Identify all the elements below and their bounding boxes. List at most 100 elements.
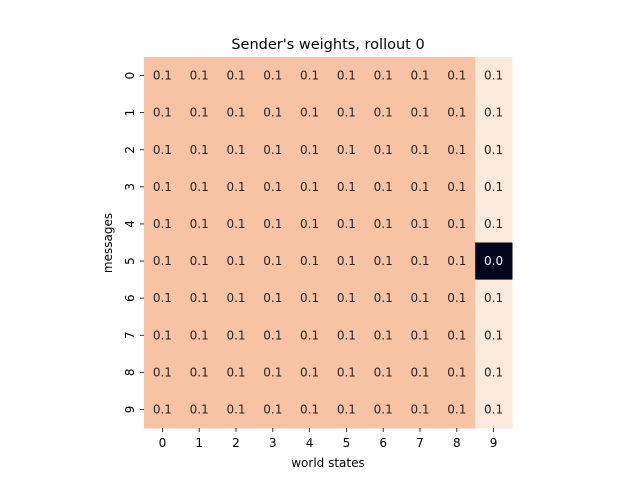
heatmap-cell-label-5-0: 0.1 (153, 254, 172, 268)
heatmap-cell-6-1 (180, 279, 219, 318)
x-tick-label-9: 9 (490, 436, 498, 450)
heatmap-cell-label-9-6: 0.1 (374, 402, 393, 416)
heatmap-cell-3-3 (254, 168, 292, 206)
heatmap-cell-label-7-8: 0.1 (447, 328, 466, 342)
heatmap-cell-2-8 (438, 131, 476, 169)
heatmap-cell-5-3 (254, 242, 292, 281)
heatmap-cell-6-6 (364, 279, 403, 318)
heatmap-cell-8-7 (401, 353, 439, 392)
y-axis-ticks: 0 1 2 3 4 5 6 7 8 9 (123, 72, 144, 414)
heatmap-cell-label-3-3: 0.1 (263, 180, 282, 194)
heatmap-cell-label-3-8: 0.1 (447, 180, 466, 194)
heatmap-cell-label-5-4: 0.1 (300, 254, 319, 268)
heatmap-cell-0-7 (401, 57, 439, 95)
heatmap-cell-label-3-1: 0.1 (190, 180, 209, 194)
y-tick-label-5: 5 (123, 257, 137, 265)
heatmap-cell-7-6 (364, 316, 403, 355)
heatmap-cell-5-2 (217, 242, 255, 281)
heatmap-cell-0-5 (328, 57, 366, 95)
y-tick-label-4: 4 (123, 220, 137, 228)
heatmap-cell-label-5-6: 0.1 (374, 254, 393, 268)
heatmap-cell-7-9 (475, 316, 513, 355)
heatmap-cell-3-6 (364, 168, 403, 206)
heatmap-cell-label-1-0: 0.1 (153, 106, 172, 120)
heatmap-cell-label-9-8: 0.1 (447, 402, 466, 416)
heatmap-cell-label-6-9: 0.1 (484, 291, 503, 305)
heatmap-cell-9-6 (364, 390, 403, 429)
heatmap-cell-0-0 (144, 57, 182, 95)
heatmap-cell-3-8 (438, 168, 476, 206)
heatmap-cell-2-5 (328, 131, 366, 169)
heatmap-cell-4-4 (291, 205, 329, 243)
heatmap-cell-6-8 (438, 279, 476, 318)
heatmap-cell-label-1-3: 0.1 (263, 106, 282, 120)
heatmap-cell-label-1-5: 0.1 (337, 106, 356, 120)
heatmap-cell-label-4-4: 0.1 (300, 217, 319, 231)
heatmap-cell-8-5 (328, 353, 366, 392)
heatmap-cell-label-1-9: 0.1 (484, 106, 503, 120)
heatmap-cell-2-9 (475, 131, 513, 169)
y-tick-label-9: 9 (123, 406, 137, 414)
y-axis-label: messages (101, 213, 115, 273)
heatmap-cell-1-4 (291, 94, 329, 132)
heatmap-cell-2-4 (291, 131, 329, 169)
y-tick-label-0: 0 (123, 72, 137, 80)
heatmap-cell-7-1 (180, 316, 219, 355)
x-tick-label-3: 3 (269, 436, 277, 450)
heatmap-cell-label-4-8: 0.1 (447, 217, 466, 231)
heatmap-cell-label-4-9: 0.1 (484, 217, 503, 231)
heatmap-cell-label-6-5: 0.1 (337, 291, 356, 305)
heatmap-cell-2-2 (217, 131, 255, 169)
heatmap-cell-label-6-2: 0.1 (226, 291, 245, 305)
heatmap-cell-6-4 (291, 279, 329, 318)
heatmap-cell-label-7-1: 0.1 (190, 328, 209, 342)
heatmap-cell-label-5-3: 0.1 (263, 254, 282, 268)
heatmap-cell-label-1-8: 0.1 (447, 106, 466, 120)
chart-title: Sender's weights, rollout 0 (231, 37, 424, 53)
heatmap-cell-2-0 (144, 131, 182, 169)
heatmap-cell-label-9-5: 0.1 (337, 402, 356, 416)
heatmap-cell-9-2 (217, 390, 255, 429)
heatmap-cell-2-1 (180, 131, 219, 169)
heatmap-cell-8-9 (475, 353, 513, 392)
heatmap-cell-8-4 (291, 353, 329, 392)
y-tick-label-3: 3 (123, 183, 137, 191)
heatmap-cell-5-1 (180, 242, 219, 281)
heatmap-cell-6-7 (401, 279, 439, 318)
heatmap-cell-4-2 (217, 205, 255, 243)
x-tick-label-0: 0 (159, 436, 167, 450)
heatmap-cell-9-8 (438, 390, 476, 429)
heatmap-cell-label-7-6: 0.1 (374, 328, 393, 342)
heatmap-cell-5-6 (364, 242, 403, 281)
heatmap-cell-8-2 (217, 353, 255, 392)
heatmap-cell-label-4-6: 0.1 (374, 217, 393, 231)
heatmap-cell-label-2-1: 0.1 (190, 143, 209, 157)
heatmap-cell-label-8-2: 0.1 (226, 365, 245, 379)
heatmap-cell-4-7 (401, 205, 439, 243)
heatmap-cell-label-6-6: 0.1 (374, 291, 393, 305)
y-tick-label-6: 6 (123, 294, 137, 302)
heatmap-cell-2-6 (364, 131, 403, 169)
heatmap-cell-label-8-7: 0.1 (410, 365, 429, 379)
heatmap-cell-label-8-0: 0.1 (153, 365, 172, 379)
heatmap-cell-1-3 (254, 94, 292, 132)
heatmap-cell-label-4-0: 0.1 (153, 217, 172, 231)
heatmap-cell-6-0 (144, 279, 182, 318)
heatmap-cell-8-3 (254, 353, 292, 392)
heatmap-cell-label-8-6: 0.1 (374, 365, 393, 379)
heatmap-cell-label-4-3: 0.1 (263, 217, 282, 231)
heatmap-cell-5-8 (438, 242, 476, 281)
y-tick-label-1: 1 (123, 109, 137, 117)
heatmap-cell-label-6-4: 0.1 (300, 291, 319, 305)
y-tick-label-2: 2 (123, 146, 137, 154)
heatmap-cell-label-7-9: 0.1 (484, 328, 503, 342)
heatmap-cell-label-3-7: 0.1 (410, 180, 429, 194)
heatmap-cell-label-2-4: 0.1 (300, 143, 319, 157)
heatmap-cell-7-8 (438, 316, 476, 355)
heatmap-cell-label-2-5: 0.1 (337, 143, 356, 157)
heatmap-cell-label-8-9: 0.1 (484, 365, 503, 379)
heatmap-cell-label-2-7: 0.1 (410, 143, 429, 157)
heatmap-cell-2-3 (254, 131, 292, 169)
heatmap-cell-9-4 (291, 390, 329, 429)
heatmap-cell-4-6 (364, 205, 403, 243)
